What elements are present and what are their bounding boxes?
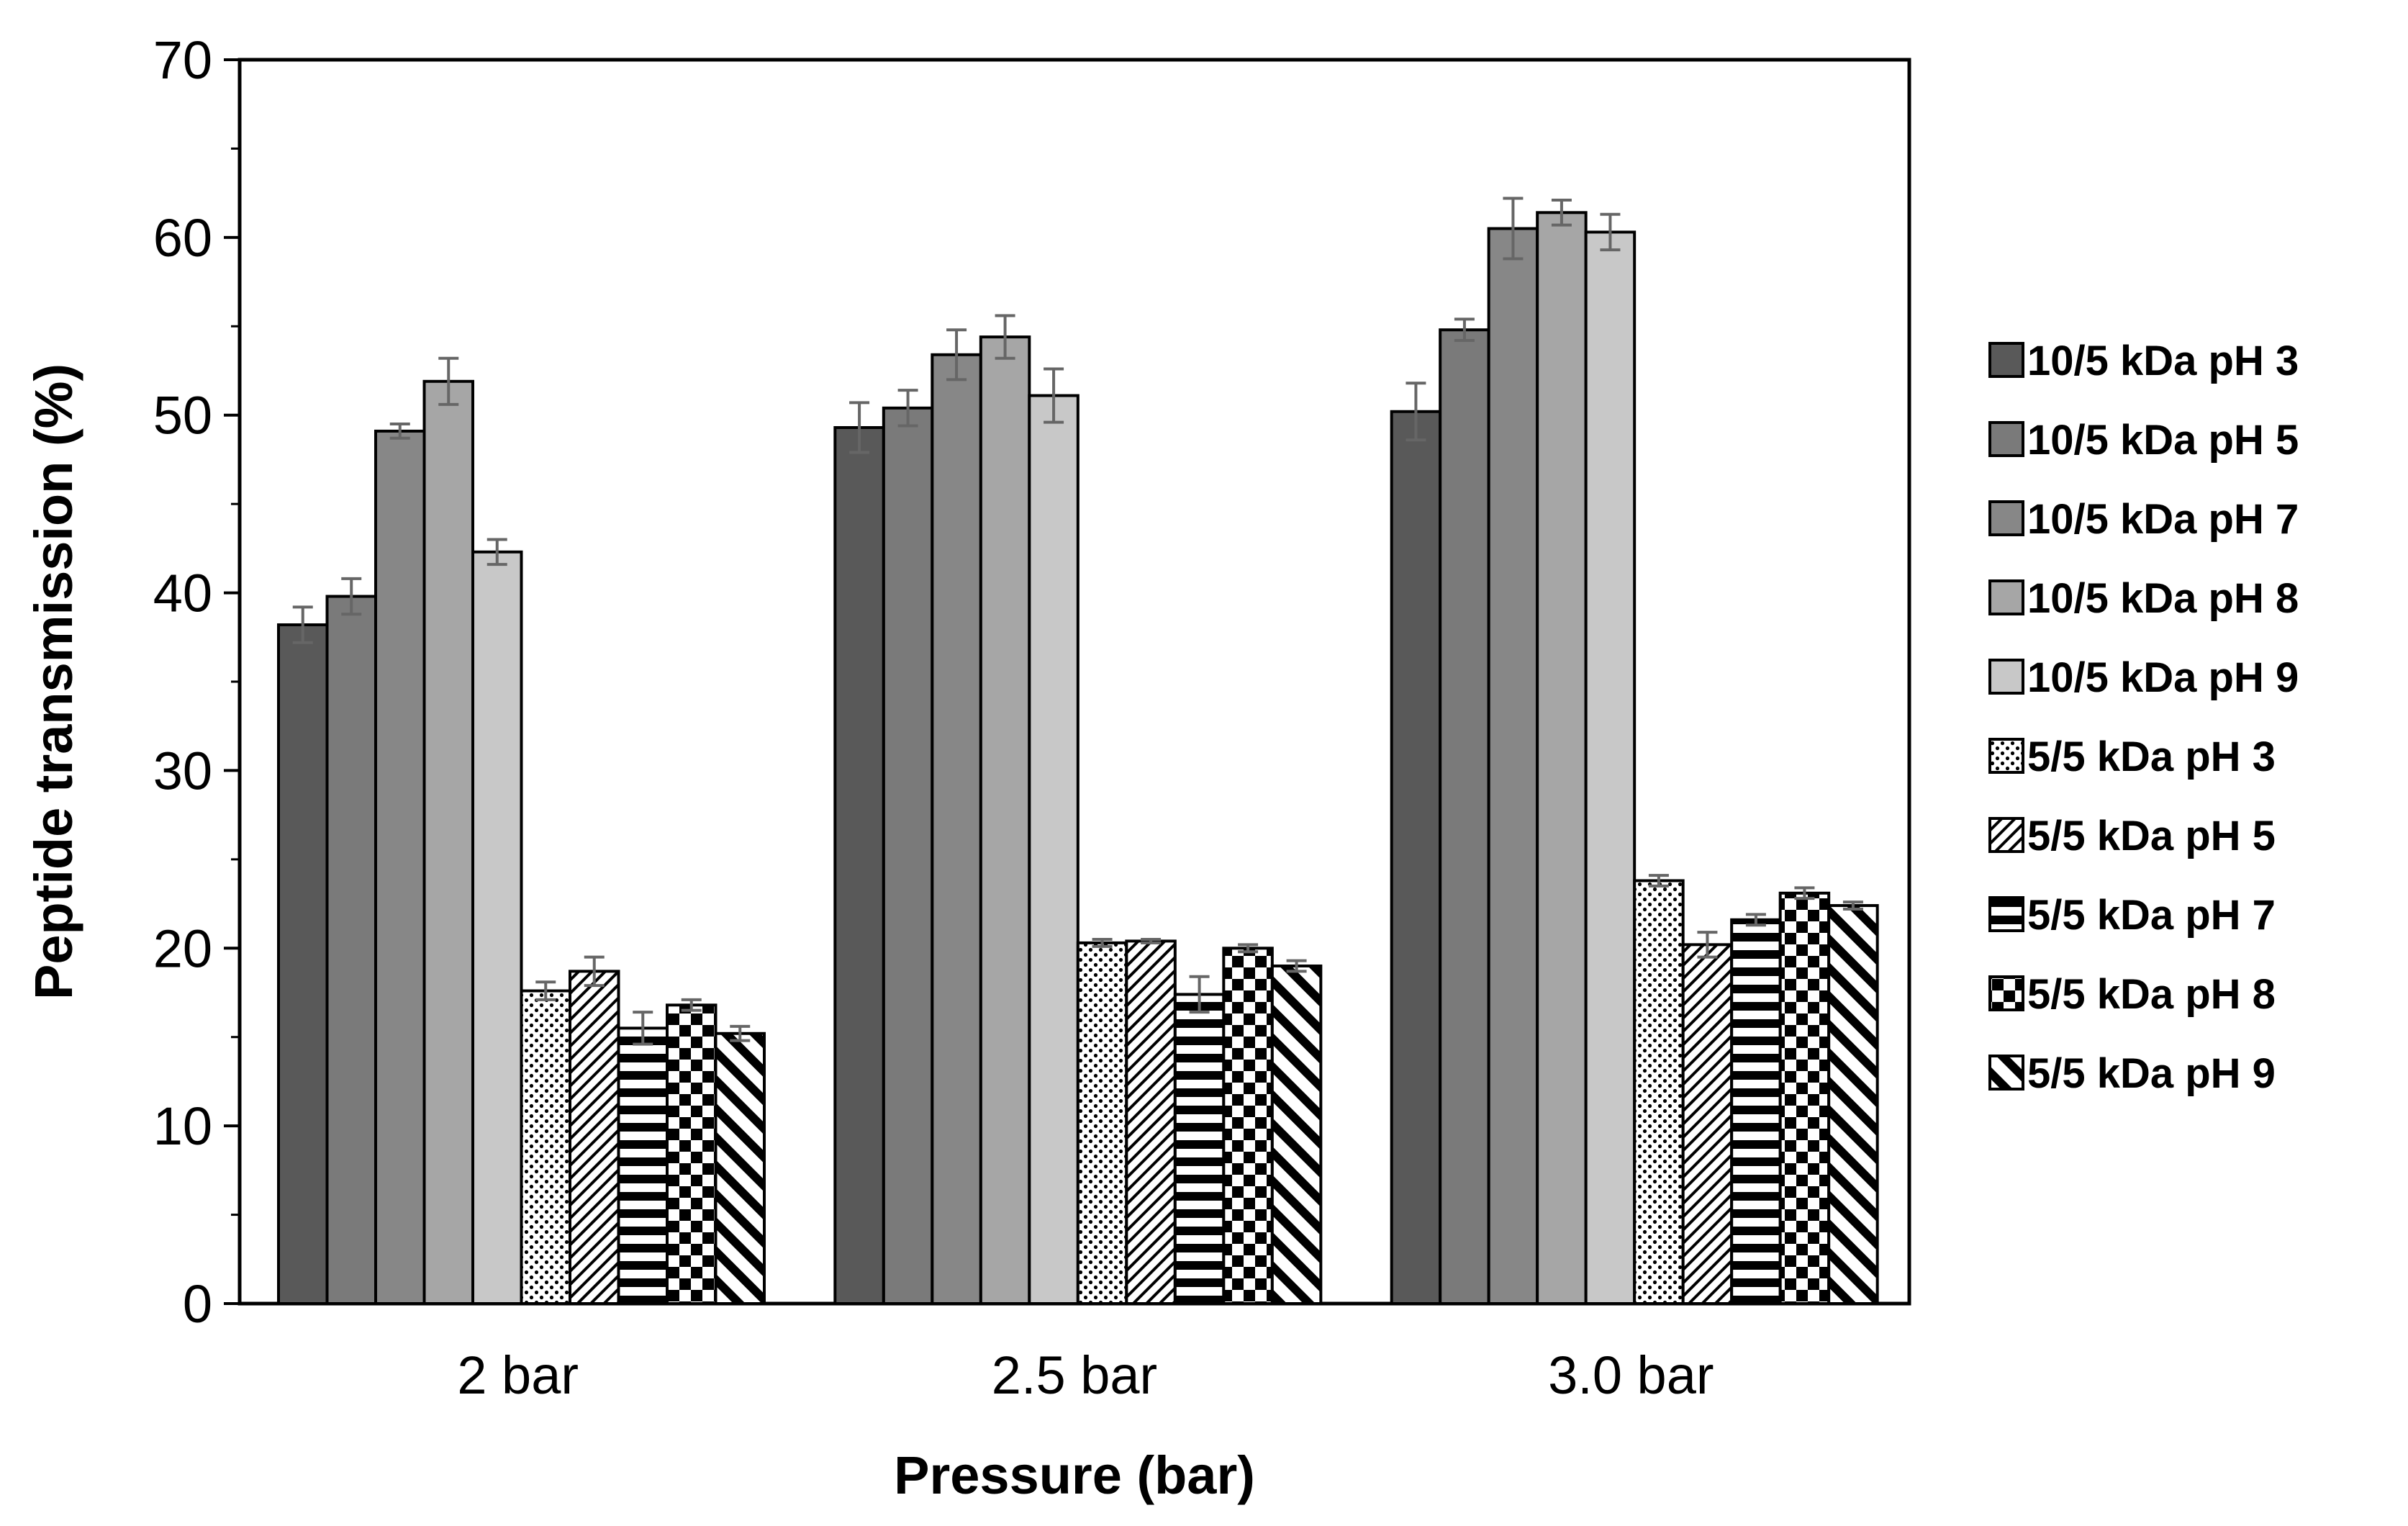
bar: [520, 989, 571, 1305]
legend-label: 10/5 kDa pH 5: [2027, 417, 2299, 464]
bar: [1028, 394, 1079, 1305]
legend-swatch: [1988, 579, 2024, 615]
bar: [325, 595, 377, 1305]
legend-label: 5/5 kDa pH 3: [2027, 733, 2276, 780]
bar: [931, 353, 982, 1306]
bar: [617, 1026, 669, 1306]
y-tick-label: 30: [153, 741, 212, 800]
bar: [1173, 993, 1226, 1306]
x-tick-label: 3.0 bar: [1548, 1345, 1714, 1405]
legend-swatch: [1988, 500, 2024, 536]
bar: [1827, 904, 1879, 1306]
bar: [1222, 947, 1274, 1306]
bar: [1681, 943, 1734, 1305]
legend: 10/5 kDa pH 3 10/5 kDa pH 5 10/5 kDa pH 7 1…: [1988, 338, 2299, 1097]
y-axis: 0 10 20 30 40 50 60 70: [153, 30, 240, 1334]
bar: [1730, 918, 1782, 1305]
bar: [1487, 227, 1539, 1305]
bar: [1390, 410, 1442, 1306]
legend-swatch: [1988, 659, 2024, 695]
y-tick-label: 50: [153, 386, 212, 446]
bar: [1584, 230, 1637, 1305]
bar: [714, 1031, 766, 1305]
y-tick-label: 0: [183, 1274, 212, 1334]
bar: [882, 406, 934, 1306]
bar: [979, 335, 1031, 1305]
bar: [1439, 328, 1490, 1305]
bar: [833, 425, 885, 1305]
bars: [277, 197, 1879, 1306]
legend-label: 10/5 kDa pH 8: [2027, 575, 2299, 622]
legend-swatch: [1988, 975, 2024, 1011]
legend-label: 10/5 kDa pH 9: [2027, 654, 2299, 701]
bar: [1270, 964, 1323, 1305]
bar: [471, 550, 523, 1305]
legend-swatch: [1988, 342, 2024, 378]
legend-label: 5/5 kDa pH 8: [2027, 971, 2276, 1018]
bar: [1778, 891, 1831, 1305]
bar: [374, 429, 426, 1306]
y-tick-label: 20: [153, 918, 212, 978]
bar: [422, 379, 474, 1305]
legend-swatch: [1988, 738, 2024, 774]
y-tick-label: 10: [153, 1096, 212, 1156]
y-tick-label: 60: [153, 208, 212, 268]
y-tick-label: 40: [153, 564, 212, 623]
x-axis: 2 bar 2.5 bar 3.0 bar: [457, 1345, 1714, 1405]
legend-swatch: [1988, 817, 2024, 853]
legend-swatch: [1988, 896, 2024, 932]
bar: [1125, 939, 1177, 1305]
bar: [1076, 941, 1128, 1305]
bar: [666, 1003, 718, 1306]
legend-label: 5/5 kDa pH 9: [2027, 1050, 2276, 1097]
bar: [1633, 879, 1685, 1305]
legend-label: 5/5 kDa pH 5: [2027, 813, 2276, 859]
bar: [277, 623, 329, 1305]
y-axis-title: Peptide transmission (%): [24, 364, 83, 1000]
legend-swatch: [1988, 1055, 2024, 1091]
legend-label: 10/5 kDa pH 7: [2027, 496, 2299, 543]
x-axis-title: Pressure (bar): [894, 1445, 1255, 1505]
x-tick-label: 2.5 bar: [992, 1345, 1157, 1405]
legend-label: 10/5 kDa pH 3: [2027, 338, 2299, 384]
x-tick-label: 2 bar: [457, 1345, 579, 1405]
legend-label: 5/5 kDa pH 7: [2027, 892, 2276, 939]
bar: [1536, 211, 1588, 1306]
y-tick-label: 70: [153, 30, 212, 90]
legend-swatch: [1988, 421, 2024, 457]
bar: [569, 970, 620, 1306]
